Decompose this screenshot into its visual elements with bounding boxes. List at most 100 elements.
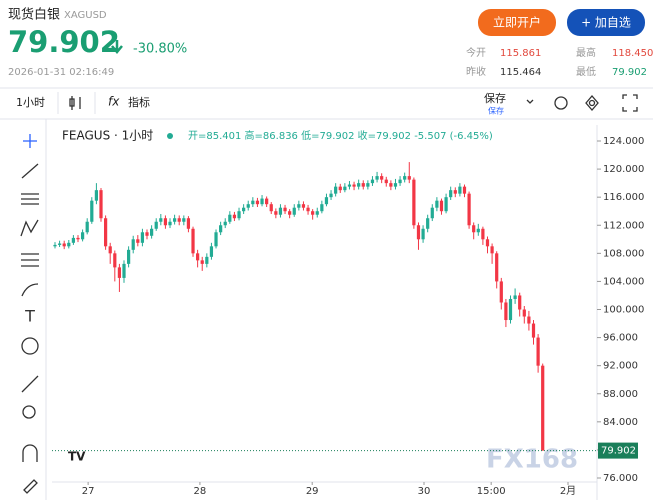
candle-body xyxy=(536,337,540,366)
brush-tool[interactable] xyxy=(21,283,39,297)
candle-body xyxy=(113,253,117,268)
settings-icon[interactable] xyxy=(585,95,599,111)
y-tick-label: 120.000 xyxy=(603,164,644,175)
watermark: FX168 xyxy=(486,445,578,475)
candle-body xyxy=(186,218,191,229)
stat-value: 118.450 xyxy=(612,48,653,59)
pattern-tool[interactable] xyxy=(20,219,39,237)
candle-body xyxy=(177,218,181,222)
candle-body xyxy=(57,243,62,245)
save[interactable]: 保存 xyxy=(484,91,506,105)
candle-body xyxy=(403,176,407,180)
candle-body xyxy=(472,225,476,233)
interval[interactable]: 1小时 xyxy=(16,96,45,109)
candle-body xyxy=(62,243,66,247)
button-label[interactable]: + 加自选 xyxy=(581,16,631,30)
candle-body xyxy=(274,211,278,215)
candle-body xyxy=(462,186,467,194)
candle-body xyxy=(495,253,499,282)
projection-tool[interactable] xyxy=(21,253,39,267)
indicators[interactable]: 指标 xyxy=(128,95,150,109)
candle-body xyxy=(85,221,89,233)
candle-body xyxy=(412,179,416,226)
candle-body xyxy=(80,232,85,240)
watchlist-button[interactable] xyxy=(567,9,645,36)
zoom-tool[interactable] xyxy=(22,405,36,419)
candle-body xyxy=(260,198,264,205)
candle-body xyxy=(90,200,94,222)
y-tick-label: 112.000 xyxy=(603,220,644,231)
save-sub[interactable]: 保存 xyxy=(488,106,504,116)
candle-body xyxy=(228,214,232,222)
y-tick-label: 92.000 xyxy=(603,361,638,372)
change: -30.80% xyxy=(133,42,187,57)
down-arrow xyxy=(111,40,123,54)
candle-body xyxy=(522,309,526,317)
candle-body xyxy=(426,218,430,229)
candle-body xyxy=(430,207,434,219)
y-tick-label: 108.000 xyxy=(603,248,644,259)
y-tick-label: 100.000 xyxy=(603,305,644,316)
emoji-tool[interactable] xyxy=(21,337,39,355)
candle-body xyxy=(531,323,536,338)
candle-body xyxy=(67,242,71,247)
candle-body xyxy=(504,302,508,321)
candle-body xyxy=(301,204,306,208)
candle-body xyxy=(117,267,122,278)
drawing-tools: T xyxy=(20,134,39,494)
ohlc-readout: 开=85.401 高=86.836 低=79.902 收=79.902 -5.5… xyxy=(188,129,493,142)
candle-body xyxy=(352,184,356,187)
candle-body xyxy=(219,225,223,233)
alert-icon[interactable] xyxy=(554,96,568,110)
text-tool[interactable]: T xyxy=(24,307,35,326)
candle-body xyxy=(357,183,361,187)
candle-body xyxy=(251,200,255,205)
candle-body xyxy=(485,239,490,247)
candle-body xyxy=(255,200,260,205)
last-price-box xyxy=(598,442,638,459)
price: 79.902 xyxy=(8,25,120,59)
candle-body xyxy=(320,204,324,212)
candle-body xyxy=(71,237,76,243)
stat-value: 115.861 xyxy=(500,48,541,59)
x-tick-label: 28 xyxy=(194,486,207,497)
symbol: XAGUSD xyxy=(64,10,107,21)
candle-body xyxy=(481,228,485,240)
lock-tool[interactable] xyxy=(23,479,38,494)
candle-body xyxy=(145,232,149,236)
candle-icon[interactable] xyxy=(69,96,81,110)
candle-body xyxy=(315,211,319,215)
candle-body xyxy=(421,228,425,240)
fullscreen-icon[interactable] xyxy=(622,94,638,112)
candle-body xyxy=(435,200,439,208)
candle-body xyxy=(232,214,237,219)
candle-body xyxy=(508,298,513,321)
line-tool[interactable] xyxy=(21,163,39,179)
candle-body xyxy=(513,295,517,299)
candle-body xyxy=(150,228,154,236)
fx-icon[interactable]: fx xyxy=(108,95,120,109)
candle-body xyxy=(246,204,250,208)
open-account-button[interactable] xyxy=(478,9,556,36)
ruler-tool[interactable] xyxy=(21,375,39,393)
candle-body xyxy=(283,207,287,212)
candle-body xyxy=(527,316,531,324)
candle-body xyxy=(154,221,158,229)
candle-body xyxy=(393,183,398,187)
dropdown[interactable] xyxy=(526,99,534,104)
stat-label: 最低 xyxy=(576,65,596,78)
candle-body xyxy=(467,193,471,226)
fib-tool[interactable] xyxy=(21,193,39,205)
candle-body xyxy=(297,204,301,208)
button-label[interactable]: 立即开户 xyxy=(493,15,541,30)
x-tick-label: 30 xyxy=(418,486,431,497)
chart-title: FEAGUS · 1小时 xyxy=(62,129,153,143)
candle-body xyxy=(265,198,269,205)
cross-tool[interactable] xyxy=(23,134,37,148)
magnet-tool[interactable] xyxy=(22,444,38,462)
candle-body xyxy=(453,190,457,194)
candle-body xyxy=(205,256,209,264)
candle-body xyxy=(366,183,370,187)
stat-label: 昨收 xyxy=(466,65,486,78)
